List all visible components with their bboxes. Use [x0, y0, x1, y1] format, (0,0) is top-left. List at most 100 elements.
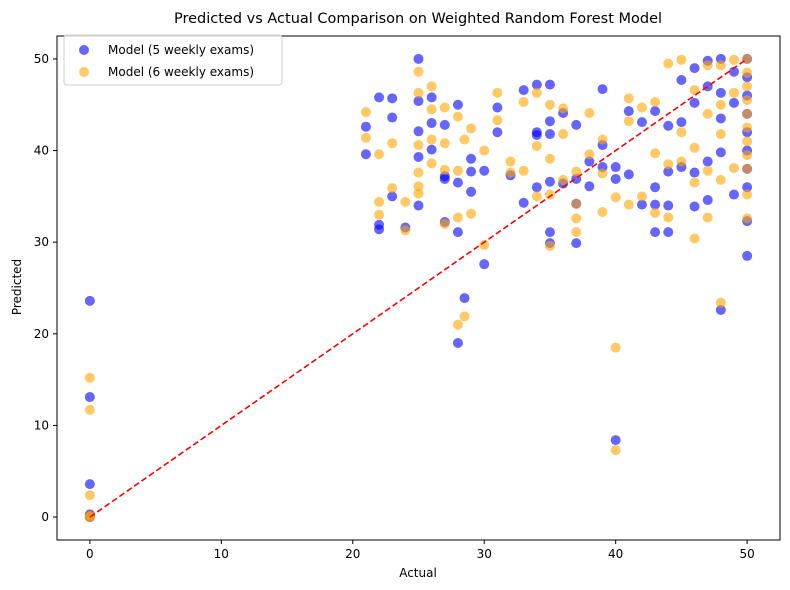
data-point: [479, 165, 490, 176]
data-point: [84, 479, 95, 490]
data-point: [623, 116, 634, 127]
data-point: [636, 102, 647, 113]
data-point: [663, 159, 674, 170]
data-point: [439, 164, 450, 175]
data-point: [426, 118, 437, 129]
data-point: [663, 212, 674, 223]
data-point: [623, 93, 634, 104]
data-point: [452, 227, 463, 238]
data-point: [597, 168, 608, 179]
data-point: [676, 54, 687, 65]
data-point: [413, 167, 424, 178]
data-point: [715, 87, 726, 98]
data-point: [676, 74, 687, 85]
data-point: [505, 167, 516, 178]
data-point: [479, 239, 490, 250]
data-point: [84, 392, 95, 403]
data-point: [518, 85, 529, 96]
data-point: [413, 188, 424, 199]
data-point: [452, 111, 463, 122]
data-point: [650, 227, 661, 238]
data-point: [84, 372, 95, 383]
data-point: [715, 129, 726, 140]
data-point: [544, 116, 555, 127]
data-point: [689, 142, 700, 153]
data-point: [584, 107, 595, 118]
data-point: [742, 95, 753, 106]
data-point: [544, 153, 555, 164]
y-tick-label: 40: [34, 144, 49, 158]
data-point: [650, 96, 661, 107]
data-point: [413, 96, 424, 107]
data-point: [676, 156, 687, 167]
data-point: [558, 174, 569, 185]
data-point: [663, 58, 674, 69]
data-point: [387, 191, 398, 202]
data-point: [742, 182, 753, 193]
data-point: [544, 99, 555, 110]
data-point: [413, 126, 424, 137]
data-point: [387, 183, 398, 194]
data-point: [413, 87, 424, 98]
data-point: [650, 207, 661, 218]
data-point: [742, 122, 753, 133]
data-point: [610, 435, 621, 446]
data-point: [426, 81, 437, 92]
data-point: [610, 162, 621, 173]
data-point: [374, 224, 385, 235]
data-point: [597, 84, 608, 95]
plot-area: [84, 53, 753, 523]
data-point: [544, 176, 555, 187]
data-point: [84, 404, 95, 415]
data-point: [689, 233, 700, 244]
data-point: [636, 199, 647, 210]
data-point: [413, 181, 424, 192]
data-point: [466, 166, 477, 177]
data-point: [650, 148, 661, 159]
data-point: [387, 112, 398, 123]
y-tick-label: 50: [34, 52, 49, 66]
data-point: [459, 311, 470, 322]
data-point: [531, 140, 542, 151]
data-point: [742, 108, 753, 119]
data-point: [439, 218, 450, 229]
data-point: [623, 169, 634, 180]
data-point: [623, 199, 634, 210]
data-point: [702, 195, 713, 206]
data-point: [439, 102, 450, 113]
x-tick-label: 50: [739, 547, 754, 561]
data-point: [715, 99, 726, 110]
data-point: [544, 240, 555, 251]
data-point: [492, 115, 503, 126]
data-point: [558, 103, 569, 114]
data-point: [610, 342, 621, 353]
data-point: [413, 140, 424, 151]
data-point: [742, 81, 753, 92]
data-point: [413, 66, 424, 77]
data-point: [689, 201, 700, 212]
data-point: [571, 227, 582, 238]
data-point: [689, 177, 700, 188]
data-point: [650, 106, 661, 117]
y-tick-label: 10: [34, 418, 49, 432]
data-point: [360, 107, 371, 118]
data-point: [742, 67, 753, 78]
x-axis-label: Actual: [399, 566, 437, 580]
data-point: [544, 79, 555, 90]
data-point: [610, 173, 621, 184]
data-point: [426, 144, 437, 155]
data-point: [439, 119, 450, 130]
y-tick-label: 0: [41, 510, 49, 524]
data-point: [452, 165, 463, 176]
data-point: [518, 165, 529, 176]
data-point: [400, 225, 411, 236]
data-point: [544, 129, 555, 140]
data-point: [466, 153, 477, 164]
data-point: [715, 174, 726, 185]
data-point: [518, 96, 529, 107]
data-point: [571, 198, 582, 209]
data-point: [531, 79, 542, 90]
data-point: [715, 113, 726, 124]
data-point: [439, 173, 450, 184]
data-point: [676, 127, 687, 138]
